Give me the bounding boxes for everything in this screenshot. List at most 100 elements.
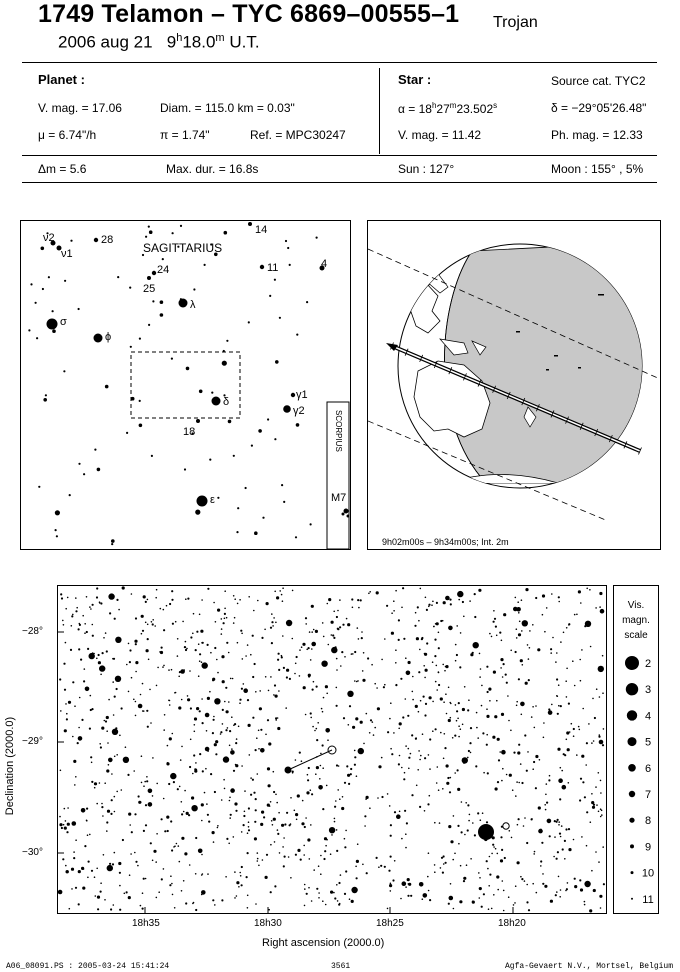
field-star [211, 831, 215, 835]
field-star [348, 705, 352, 708]
field-star [459, 666, 462, 669]
field-star [106, 769, 110, 773]
field-star [485, 743, 488, 746]
field-star [130, 831, 133, 834]
field-star [519, 659, 523, 663]
field-star [397, 763, 400, 766]
field-star [63, 662, 66, 665]
field-star [153, 849, 157, 853]
field-star [545, 607, 548, 609]
field-star [411, 690, 414, 693]
scale-dot [627, 737, 637, 747]
field-star [82, 868, 85, 870]
field-star [133, 770, 135, 772]
field-star [599, 894, 603, 898]
field-star [480, 704, 483, 707]
field-star [599, 815, 602, 818]
field-star [271, 621, 274, 624]
field-star [405, 745, 407, 747]
field-star [162, 666, 164, 668]
field-star [180, 890, 183, 892]
field-star [342, 623, 345, 626]
field-star [551, 703, 553, 706]
field-star [280, 656, 283, 659]
field-star [532, 706, 534, 708]
field-star [543, 722, 545, 724]
field-star [335, 704, 338, 707]
field-star [267, 689, 270, 692]
field-star [272, 817, 276, 821]
field-star [336, 627, 339, 630]
finder-star [83, 473, 86, 476]
field-star [310, 604, 314, 608]
field-star [555, 857, 558, 860]
field-star [193, 754, 196, 757]
path-tick [579, 422, 584, 430]
field-star [442, 663, 445, 666]
field-star [501, 848, 504, 851]
field-star [599, 779, 602, 782]
field-star [500, 712, 505, 716]
field-star [246, 644, 249, 646]
field-star [586, 811, 589, 814]
field-star [204, 746, 210, 752]
field-star [201, 642, 203, 644]
field-star [160, 818, 163, 821]
field-star [226, 837, 229, 840]
field-star [325, 784, 328, 787]
field-star [260, 748, 265, 753]
field-star [419, 758, 421, 761]
finder-star [195, 509, 201, 515]
field-star [152, 619, 154, 621]
field-star [180, 669, 185, 674]
field-star [380, 756, 383, 759]
field-star [524, 817, 526, 819]
field-star [127, 642, 130, 645]
field-star [545, 783, 548, 785]
field-star [229, 796, 231, 799]
field-star [305, 817, 307, 819]
field-star [130, 593, 133, 595]
field-star [62, 858, 65, 861]
label-epsilon: ε [210, 494, 215, 506]
field-star [77, 736, 83, 741]
field-star [579, 888, 584, 892]
field-star [398, 727, 401, 730]
field-star [599, 808, 602, 810]
field-star [169, 884, 172, 887]
field-star [144, 621, 147, 624]
field-star [572, 735, 575, 737]
field-star [486, 714, 490, 718]
field-star [176, 655, 179, 657]
field-star [308, 675, 311, 678]
field-star [496, 699, 498, 702]
field-star [294, 759, 297, 761]
field-star [216, 658, 218, 661]
path-tick [565, 416, 569, 424]
finder-star [214, 252, 218, 257]
field-star [235, 738, 238, 740]
field-star [311, 793, 314, 796]
field-star [223, 778, 225, 781]
scale-title-1: Vis. [628, 600, 645, 611]
field-star [75, 597, 77, 599]
field-star [322, 808, 325, 811]
field-star [460, 801, 463, 803]
path-tick [477, 379, 482, 387]
field-star [143, 785, 145, 787]
field-star [86, 807, 89, 810]
field-star [515, 704, 518, 707]
field-star [578, 728, 581, 731]
field-star [104, 632, 107, 634]
indonesia-outline [439, 338, 469, 356]
field-star [74, 886, 78, 889]
field-star [326, 602, 329, 605]
field-star [495, 634, 498, 637]
new-zealand-outline [523, 406, 537, 428]
field-star [324, 903, 327, 906]
field-star [91, 634, 94, 637]
field-star [439, 867, 442, 869]
field-star [303, 844, 305, 847]
field-star [312, 628, 315, 631]
field-star [447, 686, 450, 689]
